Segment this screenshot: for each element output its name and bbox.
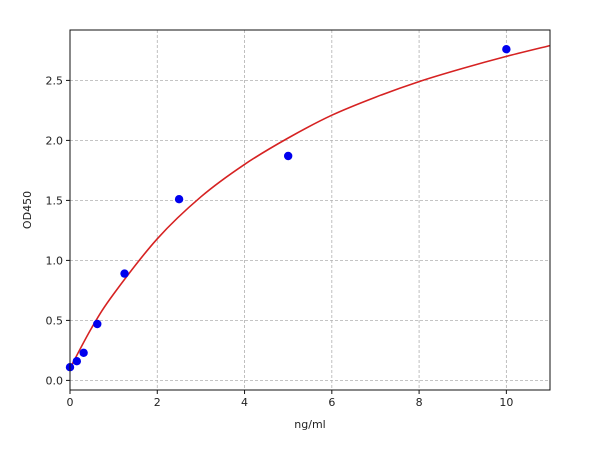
x-tick-label: 0	[67, 396, 74, 409]
y-tick-label: 0.5	[46, 314, 64, 327]
data-point	[79, 348, 88, 357]
x-tick-label: 10	[499, 396, 513, 409]
data-point	[174, 195, 184, 204]
fit-curve	[69, 44, 551, 369]
x-tick-label: 6	[328, 396, 335, 409]
grid	[69, 30, 550, 390]
data-point	[72, 357, 82, 366]
y-tick-label: 0.0	[46, 374, 64, 387]
ticks: 0 2 4 6 8 10 0.0 0.5 1.0 1.5 2.0 2.5	[46, 74, 514, 409]
y-tick-label: 1.5	[46, 194, 64, 207]
plot-frame	[69, 29, 551, 391]
x-axis-label: ng/ml	[294, 418, 325, 431]
data-point	[283, 151, 293, 161]
x-tick-label: 4	[241, 396, 248, 409]
data-point	[120, 269, 129, 278]
y-tick-label: 2.0	[46, 134, 64, 147]
data-point	[93, 319, 102, 329]
marks	[65, 44, 551, 372]
x-tick-label: 2	[154, 396, 161, 409]
x-tick-label: 8	[416, 396, 423, 409]
y-tick-label: 1.0	[46, 254, 64, 267]
data-point	[502, 45, 511, 54]
y-axis-label: OD450	[21, 191, 34, 229]
y-tick-label: 2.5	[46, 74, 64, 87]
